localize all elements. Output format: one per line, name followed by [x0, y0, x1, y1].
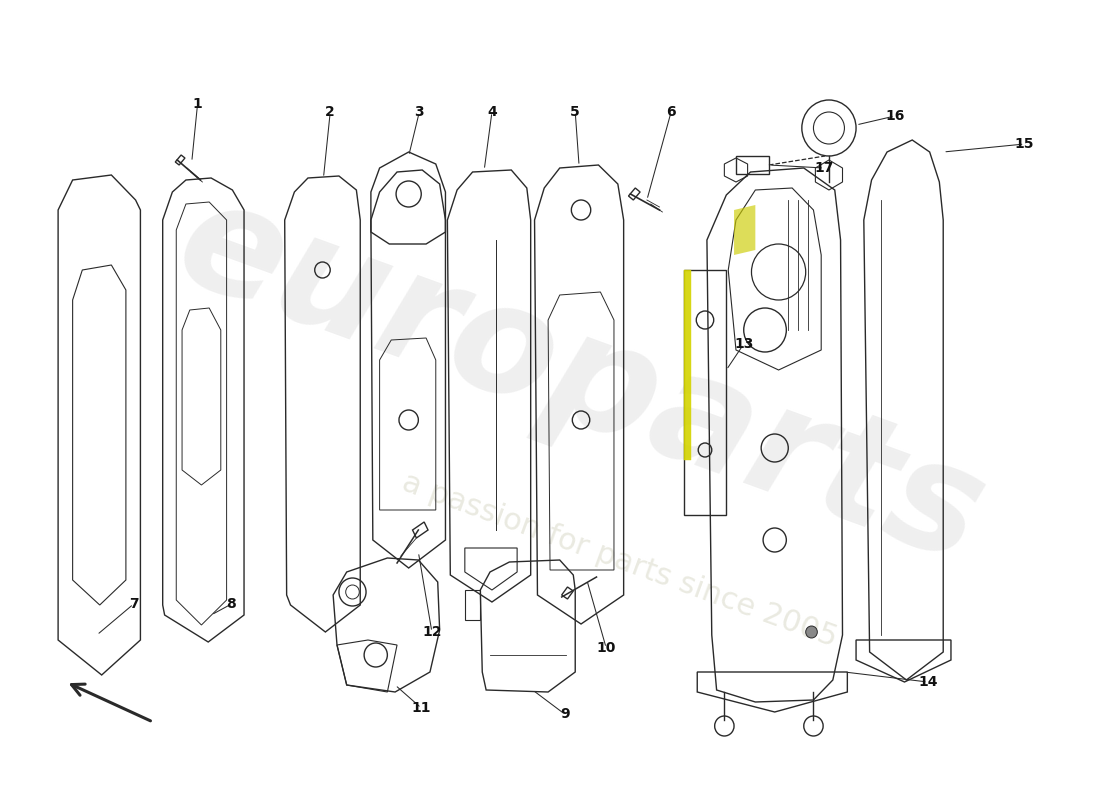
Text: 5: 5 [571, 105, 580, 119]
Text: 9: 9 [560, 707, 570, 721]
Text: 12: 12 [422, 625, 442, 639]
Text: 14: 14 [918, 675, 937, 689]
Text: europarts: europarts [158, 166, 1003, 594]
Polygon shape [684, 270, 692, 460]
Text: 3: 3 [415, 105, 425, 119]
Text: 11: 11 [411, 701, 431, 715]
Text: 10: 10 [596, 641, 616, 655]
Text: 2: 2 [326, 105, 336, 119]
Polygon shape [734, 205, 756, 255]
Text: 16: 16 [886, 109, 904, 123]
Text: 17: 17 [814, 161, 834, 175]
Text: 4: 4 [487, 105, 497, 119]
Text: 13: 13 [734, 337, 754, 351]
Text: 1: 1 [192, 97, 202, 111]
Text: 6: 6 [667, 105, 675, 119]
Text: a passion for parts since 2005: a passion for parts since 2005 [398, 467, 842, 653]
Text: 8: 8 [227, 597, 236, 611]
Text: 7: 7 [129, 597, 139, 611]
Circle shape [805, 626, 817, 638]
Text: 15: 15 [1015, 137, 1034, 151]
